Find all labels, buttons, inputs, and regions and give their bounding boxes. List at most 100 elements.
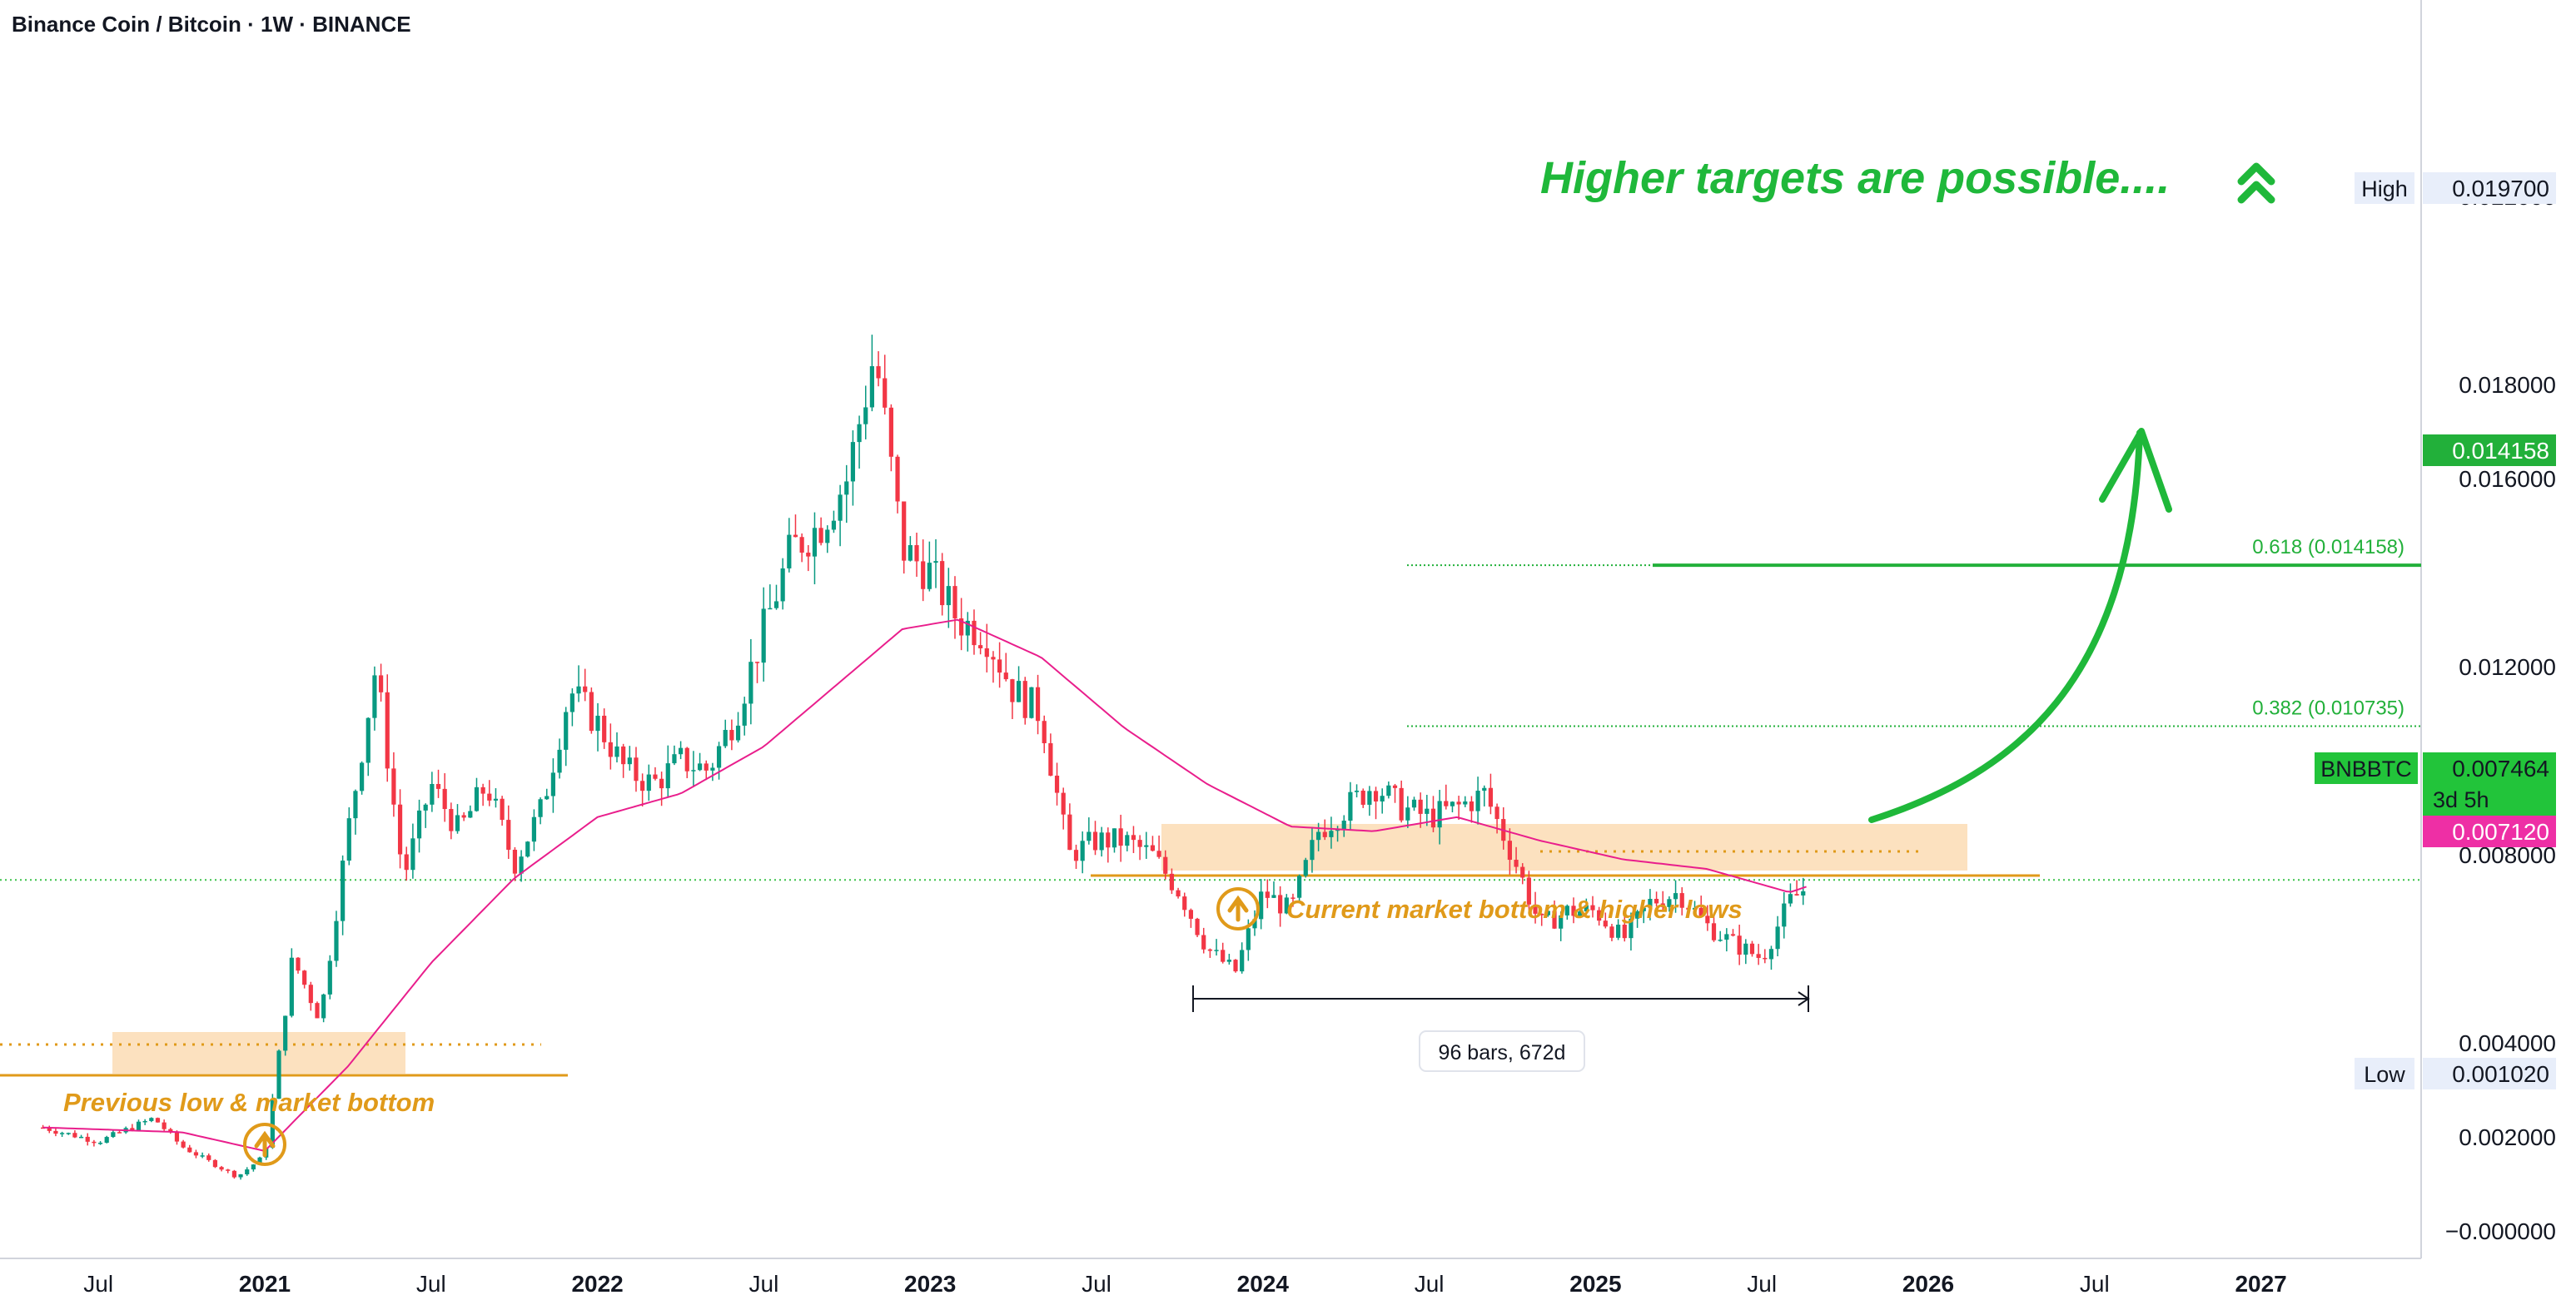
candle-body	[1743, 943, 1748, 955]
candle-body	[1341, 821, 1346, 830]
candle-body	[621, 746, 626, 765]
candle-body	[493, 798, 499, 801]
candle-body	[1290, 897, 1295, 899]
candle-body	[773, 601, 779, 608]
candle-body	[1131, 835, 1136, 841]
y-tick-label: 0.002000	[2459, 1124, 2556, 1150]
current-bottom-up-icon	[1227, 895, 1249, 922]
candle-body	[193, 1152, 199, 1156]
candle-body	[940, 561, 945, 606]
candle-body	[838, 494, 843, 521]
candle-body	[1029, 687, 1034, 718]
candle-body	[162, 1122, 167, 1129]
candle-body	[461, 815, 466, 818]
candle-body	[1641, 907, 1646, 911]
symbol-badge: BNBBTC	[2320, 757, 2412, 782]
candle-body	[799, 537, 804, 553]
candle-body	[825, 529, 830, 543]
candle-body	[1092, 831, 1098, 851]
candle-body	[130, 1128, 135, 1131]
candle-body	[1494, 806, 1499, 820]
candle-body	[174, 1132, 180, 1142]
candle-body	[927, 563, 932, 589]
candle-body	[327, 960, 332, 995]
candle-body	[589, 692, 594, 732]
candle-body	[1022, 681, 1027, 718]
x-tick-label: 2025	[1569, 1271, 1621, 1297]
candle-body	[423, 804, 428, 811]
x-tick-label: 2024	[1237, 1271, 1290, 1297]
candle-body	[66, 1133, 71, 1134]
candle-body	[1278, 895, 1283, 914]
candle-body	[1437, 801, 1442, 828]
candle-body	[908, 545, 913, 561]
candle-body	[410, 838, 415, 871]
candle-body	[946, 586, 951, 606]
candle-body	[665, 763, 670, 789]
candle-body	[679, 747, 684, 755]
high-tag-box	[2355, 172, 2414, 204]
candle-body	[984, 648, 989, 657]
candle-body	[1444, 801, 1449, 806]
candle-body	[1756, 954, 1761, 958]
candle-body	[863, 407, 868, 424]
previous-bottom-label: Previous low & market bottom	[63, 1088, 435, 1117]
candle-body	[1609, 926, 1614, 938]
candle-body	[1087, 831, 1092, 841]
candle-body	[1144, 845, 1149, 847]
candle-body	[92, 1141, 97, 1144]
x-tick-label: Jul	[1082, 1271, 1111, 1297]
candle-body	[1629, 918, 1634, 939]
x-tick-label: 2027	[2235, 1271, 2286, 1297]
candle-body	[768, 608, 773, 610]
candle-body	[1718, 940, 1723, 941]
candle-body	[634, 757, 639, 782]
candle-body	[1463, 801, 1468, 805]
low-tag-box	[2355, 1058, 2414, 1089]
candle-body	[550, 772, 555, 796]
candle-body	[1667, 899, 1672, 907]
candle-body	[430, 783, 435, 805]
candle-body	[1207, 949, 1212, 951]
candle-body	[933, 561, 938, 563]
candle-body	[1571, 906, 1576, 916]
candle-body	[1118, 828, 1123, 846]
candle-body	[1520, 866, 1525, 878]
candle-body	[315, 1003, 320, 1019]
candle-body	[117, 1132, 122, 1134]
candle-body	[1042, 721, 1047, 743]
range-label-box	[1419, 1030, 1585, 1072]
previous-bottom-up-icon	[254, 1130, 276, 1158]
candle-body	[1010, 679, 1015, 702]
candle-body	[653, 774, 658, 779]
candle-body	[391, 768, 396, 805]
candle-body	[780, 568, 785, 602]
candle-body	[640, 781, 645, 791]
candle-body	[155, 1118, 161, 1123]
fib-price-badge-box	[2423, 434, 2556, 466]
candle-body	[1782, 903, 1787, 927]
candle-body	[47, 1127, 52, 1131]
candle-body	[1545, 911, 1550, 916]
candle-body	[1035, 687, 1041, 722]
x-tick-label: 2022	[571, 1271, 623, 1297]
y-tick-label: 0.018000	[2459, 372, 2556, 398]
candle-body	[869, 365, 874, 408]
candle-body	[991, 657, 996, 660]
fib-price-badge: 0.014158	[2452, 438, 2549, 464]
candle-body	[289, 957, 294, 1016]
ma-badge-box	[2423, 816, 2556, 847]
candle-body	[576, 686, 581, 694]
candle-body	[614, 746, 619, 757]
candle-body	[1552, 911, 1557, 929]
candle-body	[1488, 787, 1494, 807]
candle-body	[965, 620, 970, 636]
candle-body	[787, 534, 792, 568]
candle-body	[972, 620, 977, 646]
candle-body	[1405, 807, 1410, 821]
candle-body	[569, 693, 574, 712]
candle-body	[812, 528, 818, 557]
projection-arrow	[1868, 429, 2143, 823]
candle-body	[978, 645, 983, 648]
